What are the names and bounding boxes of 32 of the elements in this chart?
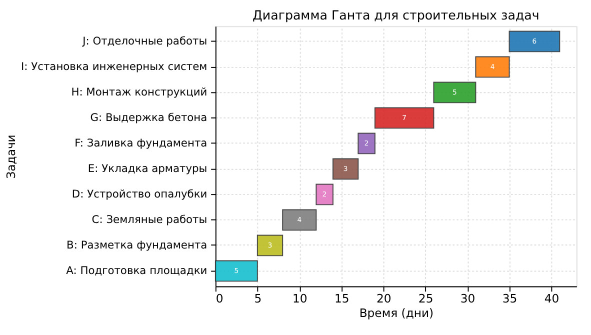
- y-tick-label: B: Разметка фундамента: [66, 238, 208, 252]
- y-tick-label: H: Монтаж конструкций: [71, 85, 208, 98]
- x-tick-label: 25: [418, 291, 434, 306]
- bar: [316, 184, 334, 206]
- y-tick-label: J: Отделочные работы: [82, 34, 208, 48]
- x-tick-label: 40: [544, 291, 560, 306]
- y-tick-label: I: Установка инженерных систем: [20, 60, 208, 73]
- bar: [475, 56, 510, 78]
- x-tick-label: 20: [376, 291, 392, 306]
- x-axis-title: Время (дни): [359, 306, 434, 320]
- x-tick-label: 35: [502, 291, 518, 306]
- y-tick-label: D: Устройство опалубки: [72, 187, 208, 200]
- x-tick-label: 0: [216, 291, 224, 306]
- y-tick-label: E: Укладка арматуры: [88, 162, 208, 175]
- x-tick-label: 5: [254, 291, 262, 306]
- x-tick-label: 10: [292, 291, 308, 306]
- y-tick-label: G: Выдержка бетона: [90, 110, 208, 124]
- x-tick-label: 30: [460, 291, 476, 306]
- bar: [358, 132, 376, 154]
- bar: [374, 107, 434, 129]
- bar: [214, 260, 258, 282]
- bar: [433, 82, 476, 104]
- y-tick-label: C: Земляные работы: [92, 212, 208, 226]
- y-axis-title: Задачи: [4, 134, 18, 179]
- bar: [332, 158, 359, 180]
- y-tick-label: A: Подготовка площадки: [66, 264, 208, 277]
- y-tick-label: F: Заливка фундамента: [74, 136, 208, 150]
- bar: [282, 209, 317, 231]
- bar: [508, 30, 560, 52]
- x-tick-label: 15: [334, 291, 350, 306]
- chart-title: Диаграмма Ганта для строительных задач: [252, 7, 540, 22]
- bar: [256, 234, 284, 256]
